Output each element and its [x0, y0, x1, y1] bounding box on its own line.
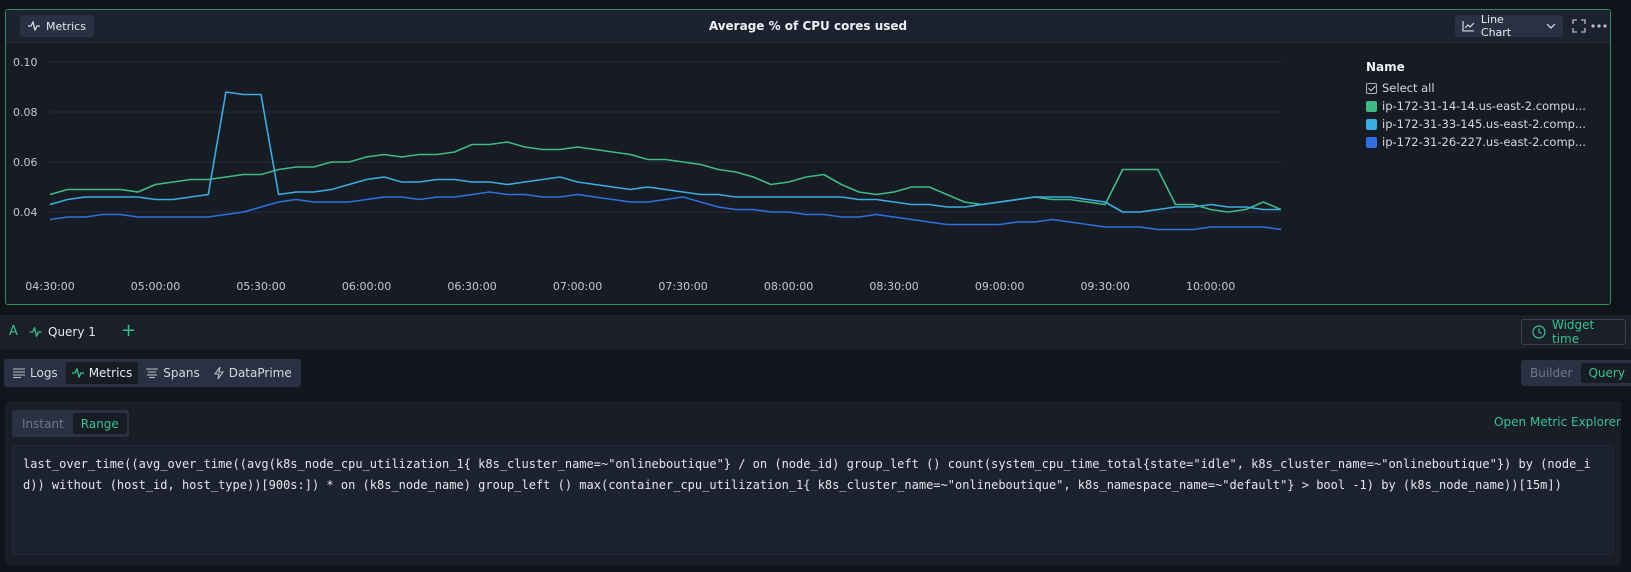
- chart-type-label: Line Chart: [1480, 13, 1512, 39]
- widget-title: Average % of CPU cores used: [708, 19, 908, 33]
- y-tick-label: 0.08: [13, 106, 38, 119]
- query-tab-bar: A Query 1 + Widget time: [0, 315, 1631, 349]
- chart-legend: Name Select all ip-172-31-14-14.us-east-…: [1366, 60, 1596, 151]
- fullscreen-icon[interactable]: [1572, 19, 1586, 33]
- x-tick-label: 06:00:00: [342, 280, 391, 293]
- widget-header: Metrics Average % of CPU cores used Line…: [6, 10, 1610, 43]
- legend-item-label: ip-172-31-33-145.us-east-2.comp...: [1382, 117, 1586, 131]
- x-tick-label: 09:30:00: [1080, 280, 1129, 293]
- pulse-icon: [28, 21, 40, 31]
- x-tick-label: 05:30:00: [236, 280, 285, 293]
- y-tick-label: 0.04: [13, 206, 38, 219]
- tab-spans-label: Spans: [163, 366, 200, 380]
- line-chart-icon: [1462, 20, 1475, 32]
- pulse-icon: [29, 327, 42, 337]
- legend-item[interactable]: ip-172-31-33-145.us-east-2.comp...: [1366, 115, 1596, 133]
- tab-query-1[interactable]: Query 1: [27, 315, 113, 349]
- x-tick-label: 08:30:00: [869, 280, 918, 293]
- instant-button[interactable]: Instant: [22, 416, 64, 431]
- tab-logs-label: Logs: [30, 366, 58, 380]
- line-chart: 0.10 0.08 0.06 0.04 04:30:00 05:00:00 05:30:00…: [13, 56, 1282, 293]
- series-line-1[interactable]: [49, 141, 1282, 213]
- data-source-bar: Logs Metrics Spans DataPrime Builder Que…: [0, 349, 1631, 399]
- metrics-chip-label: Metrics: [46, 19, 86, 33]
- legend-item-label: ip-172-31-14-14.us-east-2.compu...: [1382, 99, 1586, 113]
- widget-time-label: Widget time: [1551, 318, 1595, 346]
- legend-swatch: [1366, 136, 1377, 148]
- series-line-2[interactable]: [49, 91, 1281, 213]
- legend-swatch: [1366, 100, 1377, 112]
- y-tick-label: 0.10: [13, 56, 38, 69]
- x-tick-label: 09:00:00: [975, 280, 1024, 293]
- chart-widget: Metrics Average % of CPU cores used Line…: [5, 9, 1611, 305]
- widget-time-button[interactable]: Widget time: [1521, 318, 1626, 346]
- legend-item-label: ip-172-31-26-227.us-east-2.comp...: [1382, 135, 1586, 149]
- x-tick-label: 10:00:00: [1186, 280, 1235, 293]
- tab-metrics[interactable]: Metrics: [65, 362, 139, 384]
- promql-query-editor[interactable]: last_over_time((avg_over_time((avg(k8s_n…: [12, 445, 1614, 555]
- clock-icon: [1532, 325, 1546, 339]
- chart-type-dropdown[interactable]: Line Chart: [1455, 13, 1563, 39]
- query-letter: A: [9, 324, 18, 339]
- query-editor-section: Instant Range Open Metric Explorer last_…: [5, 401, 1621, 565]
- x-tick-label: 07:00:00: [553, 280, 602, 293]
- x-tick-label: 05:00:00: [131, 280, 180, 293]
- checkbox-checked-icon[interactable]: [1366, 82, 1377, 94]
- x-tick-label: 04:30:00: [25, 280, 74, 293]
- bolt-icon: [213, 367, 224, 379]
- range-button[interactable]: Range: [72, 413, 127, 434]
- chevron-down-icon: [1546, 23, 1556, 29]
- legend-select-all-label: Select all: [1382, 81, 1435, 95]
- query-tab-label: Query 1: [48, 325, 96, 339]
- builder-query-toggle: Builder Query: [1521, 360, 1631, 386]
- data-source-tabs: Logs Metrics Spans DataPrime: [4, 359, 301, 387]
- tab-dataprime[interactable]: DataPrime: [208, 362, 298, 384]
- y-tick-label: 0.06: [13, 156, 38, 169]
- list-icon: [13, 368, 25, 378]
- more-horizontal-icon[interactable]: [1591, 19, 1607, 33]
- legend-item[interactable]: ip-172-31-14-14.us-east-2.compu...: [1366, 97, 1596, 115]
- legend-title: Name: [1366, 60, 1405, 74]
- tab-spans[interactable]: Spans: [140, 362, 205, 384]
- tab-dataprime-label: DataPrime: [228, 366, 292, 380]
- pulse-icon: [71, 368, 84, 378]
- legend-select-all[interactable]: Select all: [1366, 79, 1596, 97]
- x-tick-label: 06:30:00: [447, 280, 496, 293]
- instant-range-toggle: Instant Range: [12, 410, 129, 437]
- open-metric-explorer-link[interactable]: Open Metric Explorer: [1494, 415, 1621, 429]
- metrics-chip[interactable]: Metrics: [20, 15, 94, 37]
- tab-logs[interactable]: Logs: [7, 362, 64, 384]
- x-tick-label: 08:00:00: [764, 280, 813, 293]
- filter-lines-icon: [146, 368, 159, 378]
- legend-item[interactable]: ip-172-31-26-227.us-east-2.comp...: [1366, 133, 1596, 151]
- x-tick-label: 07:30:00: [658, 280, 707, 293]
- builder-mode-button[interactable]: Builder: [1530, 366, 1573, 380]
- tab-metrics-label: Metrics: [88, 366, 133, 380]
- plus-icon[interactable]: +: [121, 320, 137, 341]
- legend-swatch: [1366, 118, 1377, 130]
- series-line-3[interactable]: [49, 191, 1282, 231]
- query-mode-button[interactable]: Query: [1581, 363, 1631, 383]
